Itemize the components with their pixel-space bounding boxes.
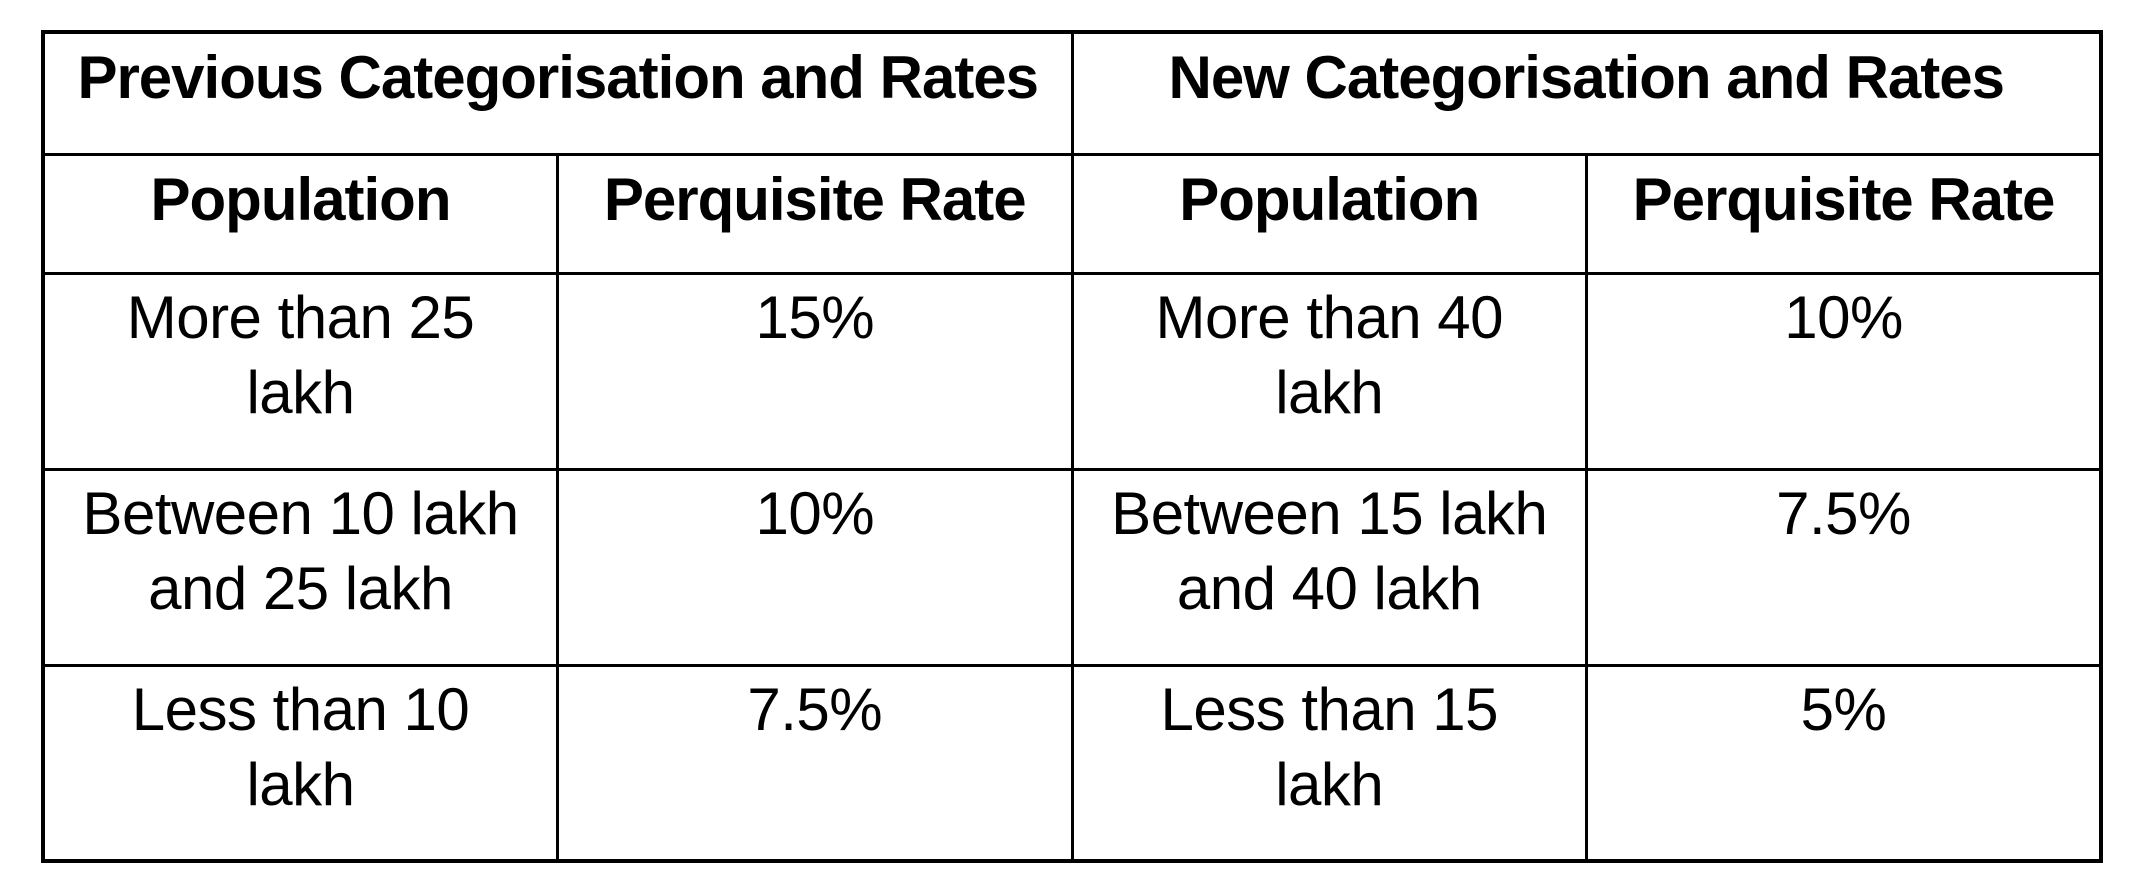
table-row-group-headers: Previous Categorisation and Rates New Ca… bbox=[41, 30, 2103, 156]
cell-new-population-row2: Between 15 lakh and 40 lakh bbox=[1070, 467, 1588, 667]
column-header-population-new: Population bbox=[1070, 152, 1588, 275]
cell-previous-population-row3: Less than 10 lakh bbox=[41, 663, 559, 863]
cell-new-population-row3: Less than 15 lakh bbox=[1070, 663, 1588, 863]
cell-previous-rate-row1: 15% bbox=[556, 271, 1074, 471]
cell-new-rate-row3: 5% bbox=[1585, 663, 2103, 863]
cell-new-rate-row1: 10% bbox=[1585, 271, 2103, 471]
table-row-column-headers: Population Perquisite Rate Population Pe… bbox=[41, 152, 2103, 275]
perquisite-rates-comparison-table: Previous Categorisation and Rates New Ca… bbox=[41, 30, 2103, 863]
column-header-perquisite-rate-previous: Perquisite Rate bbox=[556, 152, 1074, 275]
group-header-previous-categorisation: Previous Categorisation and Rates bbox=[41, 30, 1074, 156]
table-row: Between 10 lakh and 25 lakh 10% Between … bbox=[41, 467, 2103, 667]
column-header-population-previous: Population bbox=[41, 152, 559, 275]
table-row: Less than 10 lakh 7.5% Less than 15 lakh… bbox=[41, 663, 2103, 863]
group-header-new-categorisation: New Categorisation and Rates bbox=[1070, 30, 2103, 156]
cell-new-population-row1: More than 40 lakh bbox=[1070, 271, 1588, 471]
column-header-perquisite-rate-new: Perquisite Rate bbox=[1585, 152, 2103, 275]
table-row: More than 25 lakh 15% More than 40 lakh … bbox=[41, 271, 2103, 471]
cell-previous-rate-row2: 10% bbox=[556, 467, 1074, 667]
cell-previous-population-row2: Between 10 lakh and 25 lakh bbox=[41, 467, 559, 667]
cell-previous-rate-row3: 7.5% bbox=[556, 663, 1074, 863]
cell-previous-population-row1: More than 25 lakh bbox=[41, 271, 559, 471]
cell-new-rate-row2: 7.5% bbox=[1585, 467, 2103, 667]
